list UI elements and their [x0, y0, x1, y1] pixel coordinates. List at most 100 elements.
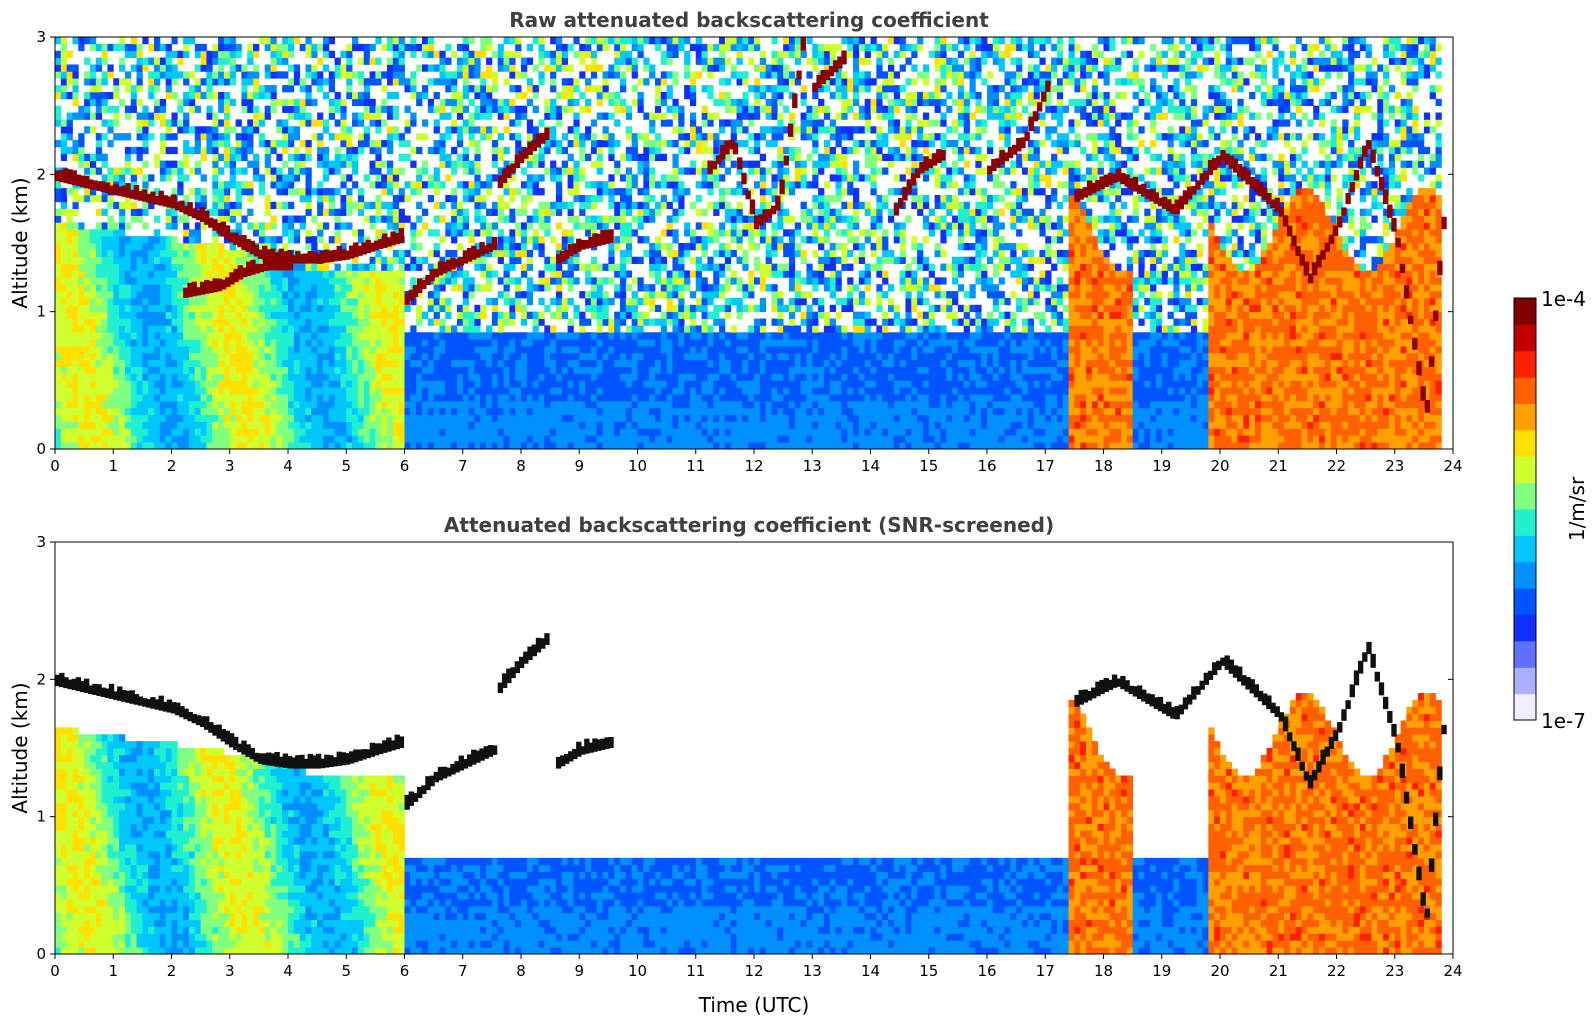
heatmap-cell [585, 64, 591, 71]
heatmap-cell [358, 319, 364, 326]
heatmap-cell [183, 415, 189, 422]
heatmap-cell [393, 44, 399, 51]
heatmap-cell [271, 291, 277, 298]
heatmap-cell [393, 71, 399, 78]
heatmap-cell [661, 387, 667, 394]
heatmap-cell [61, 373, 67, 380]
heatmap-cell [206, 319, 212, 326]
heatmap-cell [317, 236, 323, 243]
heatmap-cell [405, 250, 411, 257]
heatmap-cell [422, 408, 428, 415]
heatmap-cell [323, 312, 329, 319]
heatmap-cell [288, 394, 294, 401]
heatmap-cell [498, 380, 504, 387]
heatmap-cell [236, 257, 242, 264]
heatmap-cell [480, 44, 486, 51]
heatmap-cell [614, 325, 620, 332]
heatmap-cell [113, 360, 119, 367]
heatmap-cell [282, 394, 288, 401]
heatmap-cell [166, 387, 172, 394]
heatmap-cell [236, 346, 242, 353]
heatmap-cell [201, 92, 207, 99]
heatmap-cell [591, 58, 597, 65]
heatmap-cell [504, 360, 510, 367]
heatmap-cell [626, 154, 632, 161]
heatmap-cell [119, 305, 125, 312]
heatmap-cell [410, 161, 416, 168]
heatmap-cell [672, 154, 678, 161]
heatmap-cell [544, 387, 550, 394]
heatmap-cell [515, 401, 521, 408]
heatmap-cell [352, 332, 358, 339]
heatmap-cell [515, 113, 521, 120]
heatmap-cell [469, 167, 475, 174]
heatmap-cell [620, 387, 626, 394]
heatmap-cell [655, 428, 661, 435]
heatmap-cell [131, 243, 137, 250]
heatmap-cell [538, 408, 544, 415]
heatmap-cell [509, 243, 515, 250]
heatmap-cell [556, 270, 562, 277]
heatmap-cell [160, 99, 166, 106]
heatmap-cell [67, 126, 73, 133]
heatmap-cell [585, 85, 591, 92]
heatmap-cell [672, 113, 678, 120]
heatmap-cell [672, 181, 678, 188]
heatmap-cell [72, 401, 78, 408]
heatmap-cell [661, 373, 667, 380]
heatmap-cell [690, 44, 696, 51]
heatmap-cell [241, 360, 247, 367]
heatmap-cell [667, 442, 673, 449]
heatmap-cell [474, 188, 480, 195]
heatmap-cell [96, 147, 102, 154]
heatmap-cell [445, 222, 451, 229]
heatmap-cell [90, 305, 96, 312]
heatmap-cell [416, 319, 422, 326]
heatmap-cell [230, 373, 236, 380]
heatmap-cell [492, 222, 498, 229]
heatmap-cell [288, 106, 294, 113]
heatmap-cell [271, 44, 277, 51]
heatmap-cell [387, 277, 393, 284]
heatmap-cell [439, 284, 445, 291]
heatmap-cell [509, 37, 515, 44]
heatmap-cell [399, 346, 405, 353]
heatmap-cell [469, 387, 475, 394]
heatmap-cell [364, 291, 370, 298]
heatmap-cell [678, 367, 684, 374]
heatmap-cell [544, 147, 550, 154]
heatmap-cell [335, 99, 341, 106]
heatmap-cell [434, 346, 440, 353]
heatmap-cell [573, 277, 579, 284]
heatmap-cell [591, 257, 597, 264]
heatmap-cell [486, 174, 492, 181]
heatmap-cell [620, 71, 626, 78]
heatmap-cell [422, 394, 428, 401]
heatmap-cell [78, 298, 84, 305]
heatmap-cell [224, 106, 230, 113]
heatmap-cell [259, 387, 265, 394]
heatmap-cell [230, 64, 236, 71]
heatmap-cell [67, 353, 73, 360]
heatmap-cell [638, 202, 644, 209]
heatmap-cell [667, 332, 673, 339]
heatmap-cell [125, 346, 131, 353]
heatmap-cell [661, 99, 667, 106]
heatmap-cell [661, 339, 667, 346]
heatmap-cell [102, 257, 108, 264]
heatmap-cell [573, 408, 579, 415]
heatmap-cell [311, 312, 317, 319]
heatmap-cell [305, 387, 311, 394]
heatmap-cell [509, 387, 515, 394]
heatmap-cell [90, 325, 96, 332]
heatmap-cell [183, 264, 189, 271]
heatmap-cell [480, 85, 486, 92]
heatmap-cell [399, 58, 405, 65]
heatmap-cell [142, 277, 148, 284]
heatmap-cell [172, 353, 178, 360]
heatmap-cell [474, 140, 480, 147]
heatmap-cell [177, 367, 183, 374]
heatmap-cell [78, 37, 84, 44]
heatmap-cell [96, 325, 102, 332]
heatmap-cell [177, 353, 183, 360]
